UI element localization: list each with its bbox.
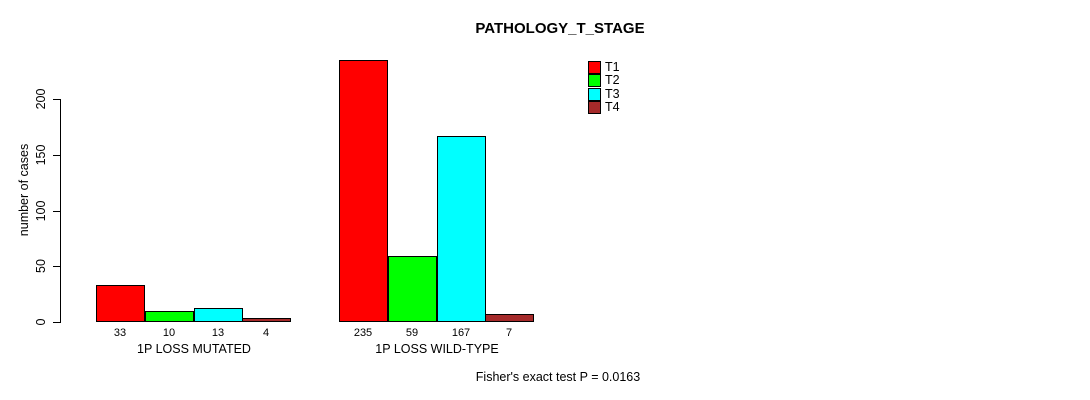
- legend-label: T4: [605, 100, 620, 114]
- y-axis-label: number of cases: [17, 143, 31, 237]
- bar: [339, 60, 388, 322]
- y-tick-mark: [53, 211, 60, 212]
- y-tick-label: 150: [34, 144, 48, 166]
- category-label: 1P LOSS MUTATED: [137, 342, 251, 356]
- legend-swatch: [588, 74, 601, 87]
- legend-label: T3: [605, 87, 620, 101]
- annotation-text: Fisher's exact test P = 0.0163: [475, 370, 641, 384]
- category-label: 1P LOSS WILD-TYPE: [375, 342, 499, 356]
- bar: [242, 318, 291, 322]
- y-tick-label: 100: [34, 200, 48, 222]
- bar-value-label: 59: [405, 327, 419, 339]
- legend-swatch: [588, 101, 601, 114]
- bar-value-label: 33: [113, 327, 127, 339]
- legend-swatch: [588, 88, 601, 101]
- y-tick-label: 200: [34, 88, 48, 110]
- bar-value-label: 7: [505, 327, 513, 339]
- legend-label: T2: [605, 73, 620, 87]
- bar-value-label: 13: [211, 327, 225, 339]
- bar-value-label: 235: [353, 327, 373, 339]
- legend-swatch: [588, 61, 601, 74]
- legend-label: T1: [605, 60, 620, 74]
- bar-value-label: 167: [451, 327, 471, 339]
- chart-title: PATHOLOGY_T_STAGE: [475, 20, 645, 37]
- y-tick-mark: [53, 266, 60, 267]
- bar: [194, 308, 243, 322]
- y-tick-mark: [53, 322, 60, 323]
- bar-value-label: 4: [262, 327, 270, 339]
- y-tick-label: 50: [34, 259, 48, 273]
- bar: [437, 136, 486, 322]
- y-tick-mark: [53, 99, 60, 100]
- y-axis-line: [60, 99, 61, 323]
- bar-value-label: 10: [162, 327, 176, 339]
- bar: [96, 285, 145, 322]
- y-tick-label: 0: [34, 318, 48, 326]
- bar: [485, 314, 534, 322]
- y-tick-mark: [53, 155, 60, 156]
- bar: [388, 256, 437, 322]
- bar: [145, 311, 194, 322]
